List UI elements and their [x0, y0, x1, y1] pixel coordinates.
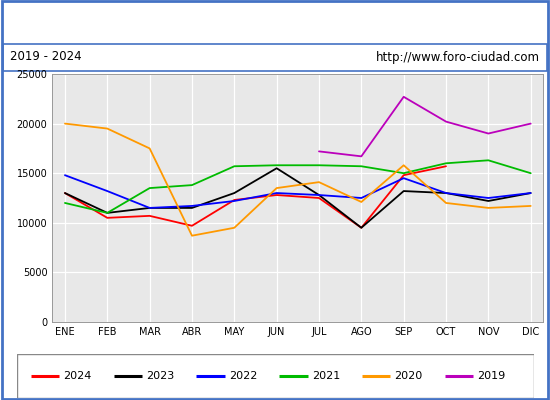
Text: 2022: 2022	[229, 371, 257, 381]
Text: Evolucion Nº Turistas Nacionales en el municipio de Azuqueca de Henares: Evolucion Nº Turistas Nacionales en el m…	[38, 14, 512, 28]
Text: 2019: 2019	[477, 371, 505, 381]
Text: 2019 - 2024: 2019 - 2024	[10, 50, 81, 64]
Text: 2020: 2020	[394, 371, 423, 381]
Text: 2023: 2023	[146, 371, 174, 381]
Text: http://www.foro-ciudad.com: http://www.foro-ciudad.com	[376, 50, 540, 64]
Text: 2024: 2024	[64, 371, 92, 381]
Text: 2021: 2021	[312, 371, 340, 381]
